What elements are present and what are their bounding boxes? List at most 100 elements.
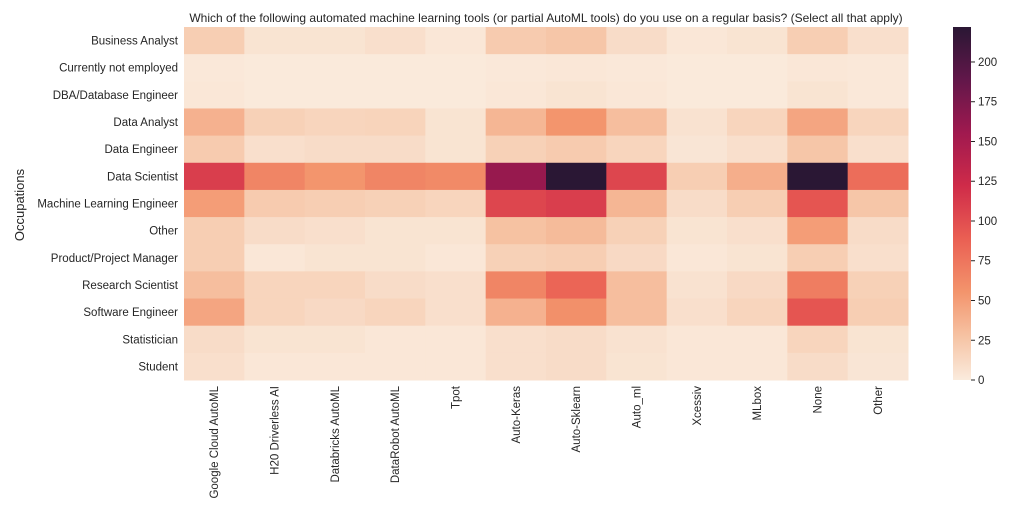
- x-tick-label: DataRobot AutoML: [390, 385, 402, 483]
- x-tick-label: None: [813, 386, 825, 414]
- heatmap-cell: [425, 108, 487, 137]
- x-tick-label: Databricks AutoML: [330, 385, 342, 482]
- heatmap-cell: [787, 325, 849, 354]
- heatmap-cell: [244, 271, 306, 300]
- heatmap-cell: [606, 27, 668, 55]
- heatmap-cell: [304, 244, 366, 272]
- heatmap-cell: [606, 217, 668, 245]
- heatmap-cell: [847, 352, 909, 381]
- heatmap-cell: [244, 108, 306, 137]
- heatmap-cell: [365, 271, 426, 300]
- x-tick-label: H20 Driverless AI: [270, 386, 282, 475]
- heatmap-cell: [727, 217, 788, 245]
- heatmap-cell: [304, 54, 366, 82]
- heatmap-cell: [244, 135, 306, 164]
- heatmap-cell: [606, 54, 668, 82]
- heatmap-cell: [847, 81, 909, 109]
- heatmap-cell: [425, 244, 487, 272]
- heatmap-cell: [184, 54, 245, 82]
- heatmap-cell: [304, 162, 366, 191]
- heatmap-cell: [787, 352, 849, 381]
- heatmap-cell: [304, 325, 366, 354]
- heatmap-cell: [485, 162, 547, 191]
- x-tick-label: Auto_ml: [632, 386, 644, 428]
- heatmap-cell: [847, 54, 909, 82]
- y-tick-label: Machine Learning Engineer: [37, 199, 178, 211]
- heatmap-cell: [546, 271, 607, 300]
- heatmap-cell: [666, 108, 728, 137]
- heatmap-cell: [485, 271, 547, 300]
- heatmap-cell: [727, 162, 788, 191]
- heatmap-cell: [847, 162, 909, 191]
- y-tick-label: Software Engineer: [83, 307, 178, 319]
- heatmap-cell: [304, 298, 366, 327]
- heatmap-cell: [485, 244, 547, 272]
- heatmap-cell: [546, 217, 607, 245]
- heatmap-cell: [847, 298, 909, 327]
- heatmap-cell: [847, 108, 909, 137]
- heatmap-cell: [425, 298, 487, 327]
- x-tick-label: Xcessiv: [692, 386, 704, 426]
- heatmap-cell: [666, 298, 728, 327]
- heatmap-cell: [727, 27, 788, 55]
- heatmap-cell: [666, 271, 728, 300]
- heatmap-cell: [184, 162, 245, 191]
- heatmap-cell: [365, 325, 426, 354]
- heatmap-cell: [184, 271, 245, 300]
- heatmap-cell: [606, 352, 668, 381]
- heatmap-cell: [244, 162, 306, 191]
- heatmap-cell: [787, 54, 849, 82]
- heatmap-cell: [365, 352, 426, 381]
- heatmap-cell: [425, 54, 487, 82]
- heatmap-cell: [304, 352, 366, 381]
- heatmap-cell: [485, 135, 547, 164]
- heatmap-cell: [787, 27, 849, 55]
- heatmap-cell: [365, 162, 426, 191]
- colorbar-tick-label: 175: [978, 97, 997, 109]
- heatmap-cell: [425, 217, 487, 245]
- heatmap-cells: [184, 27, 909, 381]
- heatmap-cell: [304, 81, 366, 109]
- heatmap-cell: [546, 162, 607, 191]
- heatmap-cell: [727, 81, 788, 109]
- heatmap-cell: [485, 217, 547, 245]
- heatmap-cell: [546, 189, 607, 218]
- y-tick-label: Currently not employed: [59, 63, 178, 75]
- y-tick-label: Data Scientist: [107, 171, 179, 183]
- heatmap-cell: [727, 108, 788, 137]
- heatmap-cell: [666, 27, 728, 55]
- heatmap-cell: [787, 135, 849, 164]
- heatmap-cell: [365, 27, 426, 55]
- heatmap-cell: [847, 217, 909, 245]
- heatmap-cell: [184, 298, 245, 327]
- x-tick-label: Tpot: [451, 385, 463, 409]
- heatmap-cell: [485, 298, 547, 327]
- heatmap-cell: [727, 271, 788, 300]
- heatmap-cell: [184, 108, 245, 137]
- x-tick-label: Other: [873, 386, 885, 415]
- heatmap-cell: [425, 189, 487, 218]
- heatmap-cell: [787, 271, 849, 300]
- heatmap-cell: [727, 244, 788, 272]
- heatmap-cell: [847, 135, 909, 164]
- heatmap-cell: [847, 27, 909, 55]
- heatmap-cell: [244, 81, 306, 109]
- heatmap-cell: [485, 325, 547, 354]
- heatmap-cell: [666, 135, 728, 164]
- heatmap-cell: [184, 189, 245, 218]
- heatmap-cell: [787, 81, 849, 109]
- heatmap-cell: [606, 271, 668, 300]
- heatmap-cell: [666, 81, 728, 109]
- heatmap-cell: [606, 244, 668, 272]
- heatmap-cell: [727, 189, 788, 218]
- heatmap-cell: [425, 81, 487, 109]
- heatmap-cell: [244, 352, 306, 381]
- y-tick-label: Statistician: [122, 334, 178, 346]
- heatmap-cell: [365, 298, 426, 327]
- heatmap-cell: [425, 162, 487, 191]
- heatmap-cell: [727, 298, 788, 327]
- y-tick-labels: Business Analyst Currently not employed DB…: [37, 36, 178, 374]
- heatmap-cell: [787, 298, 849, 327]
- heatmap-cell: [304, 217, 366, 245]
- heatmap-cell: [184, 244, 245, 272]
